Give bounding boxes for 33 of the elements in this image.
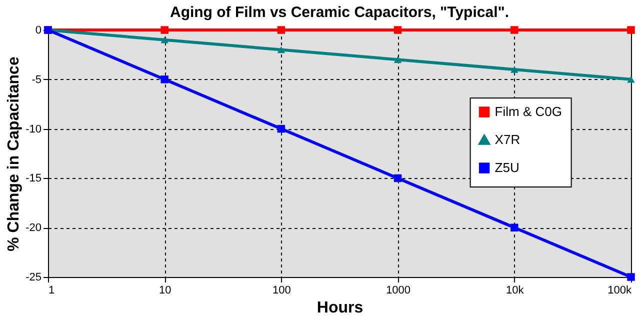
legend-label: X7R (494, 132, 520, 147)
x-tick-label: 1 (48, 284, 55, 296)
point (160, 36, 168, 44)
point (510, 224, 518, 232)
chart-title: Aging of Film vs Ceramic Capacitors, "Typical". (170, 4, 510, 21)
x-tick-label: 10 (158, 284, 172, 296)
point (160, 26, 168, 34)
y-tick-label: -15 (26, 172, 42, 185)
point (510, 26, 518, 34)
point (277, 26, 286, 34)
point (510, 66, 518, 73)
x-tick-label: 100 (272, 284, 291, 296)
point (394, 26, 402, 34)
x-tick-label: 10k (506, 284, 524, 296)
point (394, 174, 402, 182)
y-axis-title: % Change in Capacitance (6, 56, 23, 252)
point (627, 273, 635, 281)
legend-label: Film & C0G (494, 104, 562, 119)
point (394, 56, 402, 63)
y-tick-label: -20 (26, 222, 42, 234)
point (627, 26, 635, 34)
x-tick-label: 1000 (386, 284, 411, 296)
x-axis-title: Hours (316, 300, 364, 316)
y-tick-label: -5 (32, 74, 42, 86)
point (160, 76, 168, 84)
legend-label: Z5U (494, 160, 520, 175)
point (627, 76, 635, 83)
x-tick-label: 100k (608, 284, 632, 296)
point (277, 124, 286, 133)
y-tick-label: -25 (26, 272, 42, 284)
y-tick-label: -10 (26, 123, 42, 136)
y-tick-label: 0 (35, 24, 42, 36)
point (277, 46, 286, 54)
